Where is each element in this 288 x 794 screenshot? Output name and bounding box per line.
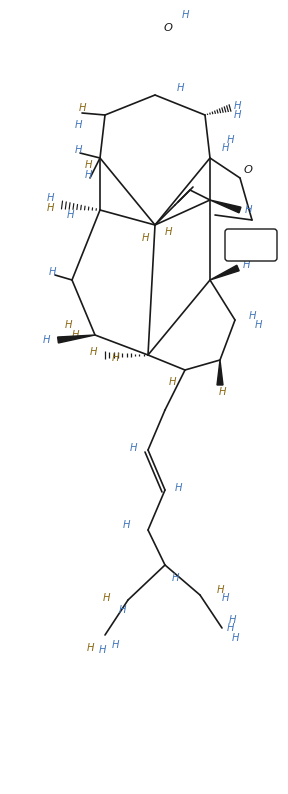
Text: H: H: [84, 160, 92, 170]
Text: H: H: [233, 101, 241, 111]
Polygon shape: [210, 200, 241, 213]
Text: H: H: [171, 573, 179, 583]
Text: H: H: [46, 193, 54, 203]
Polygon shape: [210, 265, 239, 280]
Text: H: H: [122, 520, 130, 530]
Text: H: H: [78, 103, 86, 113]
Text: H: H: [71, 330, 79, 340]
Text: H: H: [226, 623, 234, 633]
Text: H: H: [42, 335, 50, 345]
Text: Aos: Aos: [241, 240, 261, 250]
Text: H: H: [129, 443, 137, 453]
Text: H: H: [111, 353, 119, 363]
Text: H: H: [218, 387, 226, 397]
Text: H: H: [233, 110, 241, 120]
Text: H: H: [48, 267, 56, 277]
Text: H: H: [84, 170, 92, 180]
Text: H: H: [176, 83, 184, 93]
Text: H: H: [226, 135, 234, 145]
Text: H: H: [118, 605, 126, 615]
Text: O: O: [243, 165, 253, 175]
Text: H: H: [74, 145, 82, 155]
Text: H: H: [221, 143, 229, 153]
Text: H: H: [221, 593, 229, 603]
Text: H: H: [254, 320, 262, 330]
Text: H: H: [98, 645, 106, 655]
Text: H: H: [168, 377, 176, 387]
Text: H: H: [174, 483, 182, 493]
Text: H: H: [181, 10, 189, 20]
Text: H: H: [216, 585, 224, 595]
Text: H: H: [89, 347, 97, 357]
Polygon shape: [217, 360, 223, 385]
FancyBboxPatch shape: [225, 229, 277, 261]
Text: H: H: [46, 203, 54, 213]
Text: H: H: [74, 120, 82, 130]
Text: H: H: [102, 593, 110, 603]
Text: O: O: [164, 23, 173, 33]
Text: H: H: [228, 615, 236, 625]
Text: H: H: [111, 640, 119, 650]
Polygon shape: [58, 335, 95, 343]
Text: H: H: [164, 227, 172, 237]
Text: H: H: [231, 633, 239, 643]
Text: H: H: [244, 205, 252, 215]
Text: H: H: [64, 320, 72, 330]
Text: H: H: [66, 210, 74, 220]
Text: H: H: [248, 311, 256, 321]
Text: H: H: [141, 233, 149, 243]
Text: H: H: [242, 260, 250, 270]
Text: H: H: [86, 643, 94, 653]
